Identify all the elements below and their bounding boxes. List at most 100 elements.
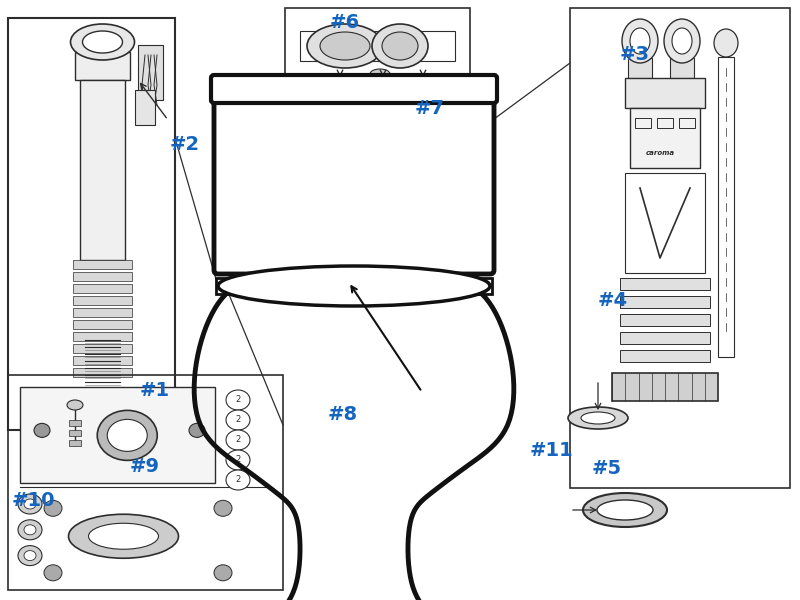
Bar — [625, 78, 705, 108]
Bar — [73, 356, 132, 365]
Bar — [73, 260, 132, 269]
Bar — [69, 420, 81, 426]
Ellipse shape — [320, 32, 370, 60]
Bar — [8, 18, 175, 430]
Ellipse shape — [622, 19, 658, 63]
Ellipse shape — [214, 565, 232, 581]
Ellipse shape — [18, 494, 42, 514]
Bar — [620, 350, 710, 362]
Bar — [620, 314, 710, 326]
Bar — [373, 105, 387, 110]
Ellipse shape — [34, 424, 50, 437]
Ellipse shape — [372, 24, 428, 68]
Ellipse shape — [24, 525, 36, 535]
Bar — [69, 430, 81, 436]
Bar — [73, 344, 132, 353]
Text: #7: #7 — [415, 98, 445, 118]
Bar — [718, 57, 734, 357]
Ellipse shape — [382, 32, 418, 60]
Ellipse shape — [583, 493, 667, 527]
Ellipse shape — [226, 410, 250, 430]
Ellipse shape — [218, 266, 490, 306]
Ellipse shape — [78, 403, 127, 427]
Text: #11: #11 — [530, 440, 574, 460]
Bar — [625, 173, 705, 273]
Ellipse shape — [44, 500, 62, 516]
Bar — [300, 31, 455, 61]
Ellipse shape — [18, 545, 42, 566]
Bar — [73, 332, 132, 341]
Bar — [216, 278, 492, 294]
Bar — [73, 320, 132, 329]
Text: #3: #3 — [620, 46, 650, 64]
Text: caroma: caroma — [646, 150, 674, 156]
Bar — [679, 118, 695, 128]
Ellipse shape — [107, 419, 147, 451]
Ellipse shape — [568, 407, 628, 429]
Bar — [73, 296, 132, 305]
Text: #5: #5 — [592, 458, 622, 478]
Bar — [8, 375, 283, 590]
Ellipse shape — [67, 400, 83, 410]
Ellipse shape — [307, 24, 383, 68]
Bar — [657, 118, 673, 128]
Ellipse shape — [370, 69, 390, 79]
Bar — [75, 395, 130, 410]
Ellipse shape — [597, 500, 653, 520]
Ellipse shape — [70, 24, 134, 60]
Ellipse shape — [69, 514, 178, 558]
Text: 2: 2 — [235, 395, 241, 404]
FancyBboxPatch shape — [211, 75, 497, 103]
Bar — [620, 278, 710, 290]
Text: 2: 2 — [235, 415, 241, 425]
Bar — [73, 284, 132, 293]
Bar — [373, 97, 387, 102]
Bar — [73, 308, 132, 317]
Bar — [73, 272, 132, 281]
Ellipse shape — [226, 450, 250, 470]
Ellipse shape — [24, 551, 36, 560]
Bar — [75, 52, 130, 80]
Bar — [73, 368, 132, 377]
Text: #2: #2 — [170, 136, 200, 154]
Ellipse shape — [226, 390, 250, 410]
Ellipse shape — [82, 31, 122, 53]
Text: #1: #1 — [140, 380, 170, 400]
Ellipse shape — [89, 523, 158, 549]
Bar — [620, 332, 710, 344]
Text: #8: #8 — [328, 406, 358, 425]
Bar — [635, 118, 651, 128]
Text: 2: 2 — [235, 436, 241, 445]
Ellipse shape — [581, 412, 615, 424]
FancyBboxPatch shape — [214, 88, 494, 274]
Bar — [80, 80, 125, 260]
Ellipse shape — [24, 499, 36, 509]
Ellipse shape — [672, 28, 692, 54]
Bar — [670, 58, 694, 78]
Bar — [20, 387, 215, 483]
Ellipse shape — [44, 565, 62, 581]
Ellipse shape — [214, 500, 232, 516]
Bar — [630, 108, 700, 168]
Bar — [138, 45, 163, 100]
Bar — [69, 440, 81, 446]
Ellipse shape — [98, 410, 158, 460]
Bar — [628, 58, 652, 78]
Ellipse shape — [714, 29, 738, 57]
Bar — [612, 373, 718, 401]
Text: #4: #4 — [598, 290, 628, 310]
Ellipse shape — [226, 430, 250, 450]
Text: 2: 2 — [235, 455, 241, 464]
Ellipse shape — [630, 28, 650, 54]
Bar — [135, 90, 155, 125]
Bar — [285, 8, 470, 138]
Ellipse shape — [189, 424, 205, 437]
Text: #10: #10 — [12, 491, 55, 509]
Text: #6: #6 — [330, 13, 360, 31]
Ellipse shape — [18, 520, 42, 540]
Bar — [620, 296, 710, 308]
Bar — [570, 8, 790, 488]
Text: #9: #9 — [130, 457, 160, 475]
Bar — [373, 89, 387, 94]
Text: 2: 2 — [235, 475, 241, 485]
